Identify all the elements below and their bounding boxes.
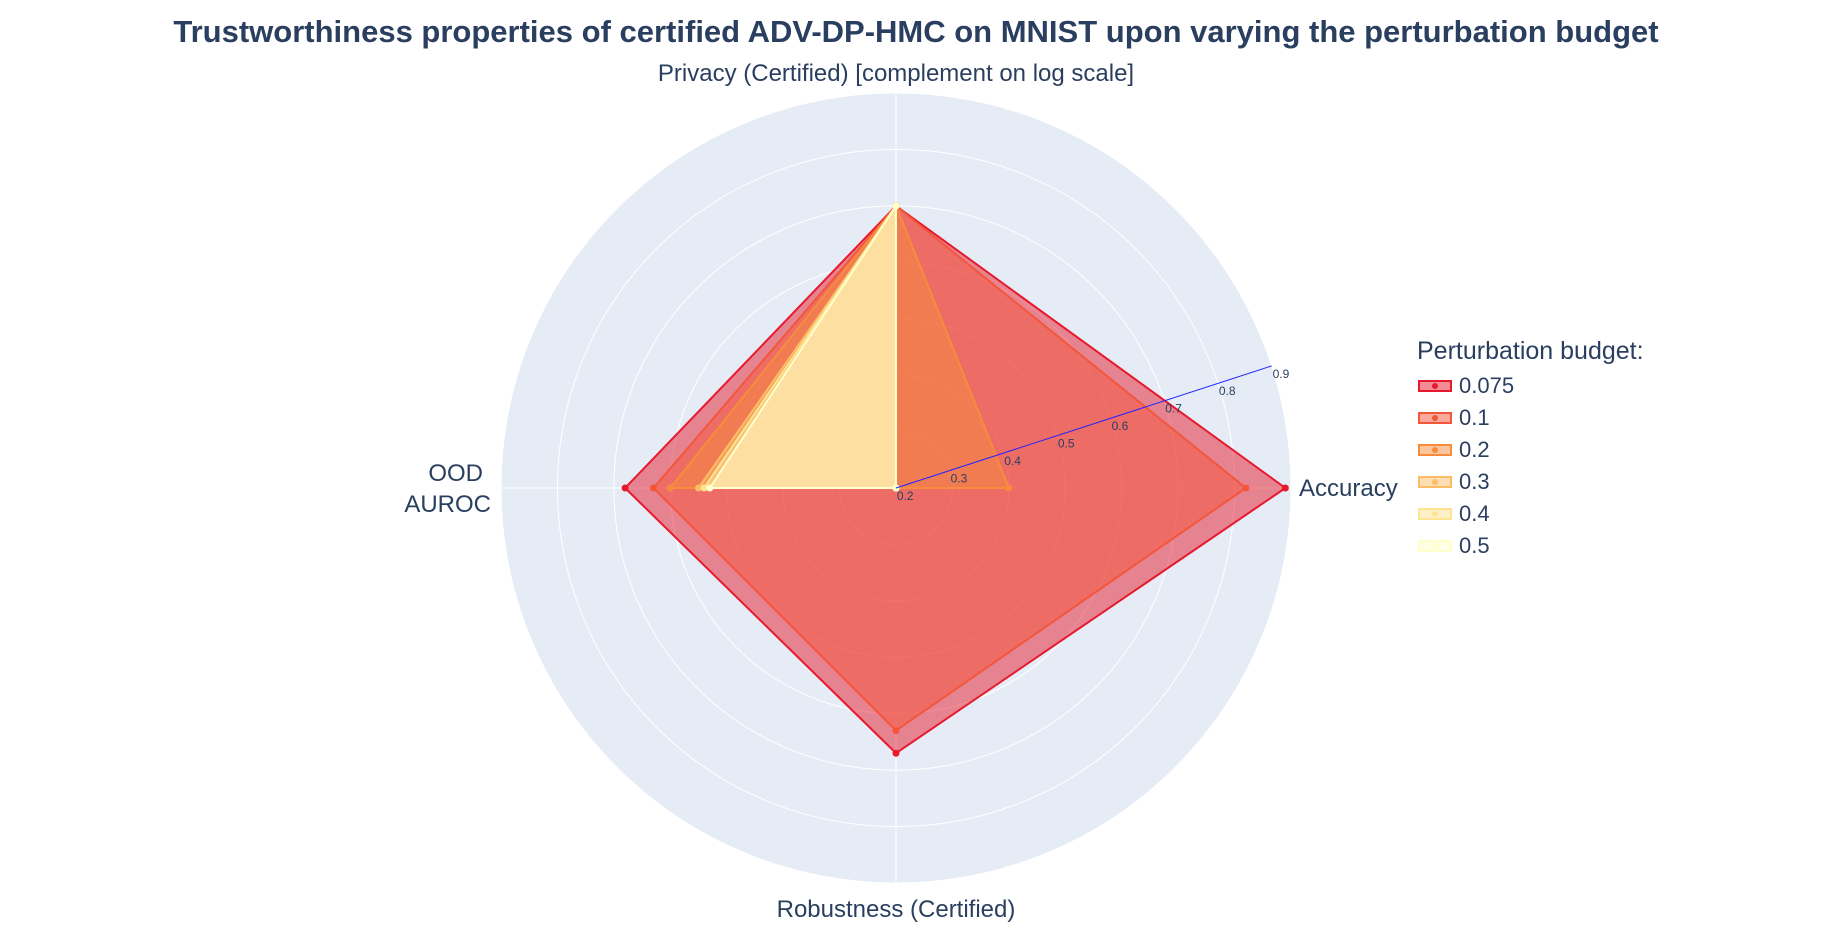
legend-swatch-marker — [1432, 383, 1438, 389]
axis-label-ood-line: OOD — [428, 460, 483, 487]
data-point-ood — [649, 484, 657, 492]
legend-item-0.3[interactable]: 0.3 — [1417, 466, 1644, 498]
axis-label-ood-line: AUROC — [404, 491, 491, 518]
data-point-accuracy — [1242, 484, 1250, 492]
radial-tick-label: 0.8 — [1219, 384, 1236, 398]
legend-swatch-marker — [1432, 447, 1438, 453]
data-point-robustness — [892, 727, 900, 735]
legend-swatch-marker — [1432, 479, 1438, 485]
axis-label-ood: OOD AUROC — [404, 460, 491, 518]
legend-swatch-marker — [1432, 415, 1438, 421]
radial-tick-label: 0.7 — [1165, 402, 1182, 416]
legend-label: 0.1 — [1459, 405, 1490, 430]
axis-label-privacy: Privacy (Certified) [complement on log s… — [658, 60, 1134, 87]
legend-label: 0.3 — [1459, 469, 1490, 494]
legend-swatch — [1418, 444, 1452, 456]
radial-tick-label: 0.2 — [897, 489, 914, 503]
chart-title: Trustworthiness properties of certified … — [173, 14, 1659, 49]
data-point-ood — [666, 484, 674, 492]
legend-swatch — [1418, 412, 1452, 424]
legend-items: 0.075 0.1 0.2 0.3 0.4 0.5 — [1417, 370, 1644, 562]
data-point-robustness — [892, 749, 900, 757]
legend-swatch — [1418, 540, 1452, 552]
data-point-ood — [706, 484, 714, 492]
legend-title: Perturbation budget: — [1417, 337, 1644, 365]
radial-axis-line — [895, 365, 1272, 489]
legend-item-0.4[interactable]: 0.4 — [1417, 498, 1644, 530]
data-point-ood — [695, 484, 702, 492]
data-point-privacy — [892, 202, 900, 210]
legend-item-0.2[interactable]: 0.2 — [1417, 434, 1644, 466]
legend: Perturbation budget: 0.075 0.1 0.2 0.3 0.4 0.… — [1417, 337, 1644, 562]
legend-label: 0.4 — [1459, 501, 1490, 526]
angular-axis-labels: Accuracy Privacy (Certified) [complement … — [404, 60, 1397, 923]
legend-swatch-marker — [1432, 511, 1438, 517]
legend-swatch — [1418, 508, 1452, 520]
legend-label: 0.2 — [1459, 437, 1490, 462]
legend-item-0.1[interactable]: 0.1 — [1417, 402, 1644, 434]
axis-label-robustness: Robustness (Certified) — [777, 896, 1016, 923]
legend-swatch — [1418, 476, 1452, 488]
radial-tick-label: 0.3 — [951, 471, 968, 485]
legend-label: 0.5 — [1459, 533, 1490, 558]
legend-item-0.075[interactable]: 0.075 — [1417, 370, 1644, 402]
radial-tick-label: 0.5 — [1058, 437, 1075, 451]
legend-item-0.5[interactable]: 0.5 — [1417, 530, 1644, 562]
data-point-accuracy — [1281, 484, 1289, 492]
data-point-ood — [621, 484, 629, 492]
data-point-accuracy — [1005, 484, 1013, 492]
legend-label: 0.075 — [1459, 373, 1515, 398]
axis-label-accuracy: Accuracy — [1299, 475, 1398, 502]
series-0.5 — [706, 202, 900, 492]
data-point-ood — [700, 484, 708, 492]
legend-swatch-marker — [1432, 543, 1438, 549]
radial-tick-label: 0.9 — [1273, 367, 1290, 381]
radial-axis: 0.2 0.3 0.4 0.5 0.6 0.7 0.8 0.9 — [895, 365, 1290, 503]
radial-tick-label: 0.4 — [1004, 454, 1021, 468]
radial-tick-label: 0.6 — [1112, 419, 1129, 433]
series-area — [708, 204, 897, 489]
legend-swatch — [1418, 380, 1452, 392]
series-layer — [621, 202, 1289, 757]
